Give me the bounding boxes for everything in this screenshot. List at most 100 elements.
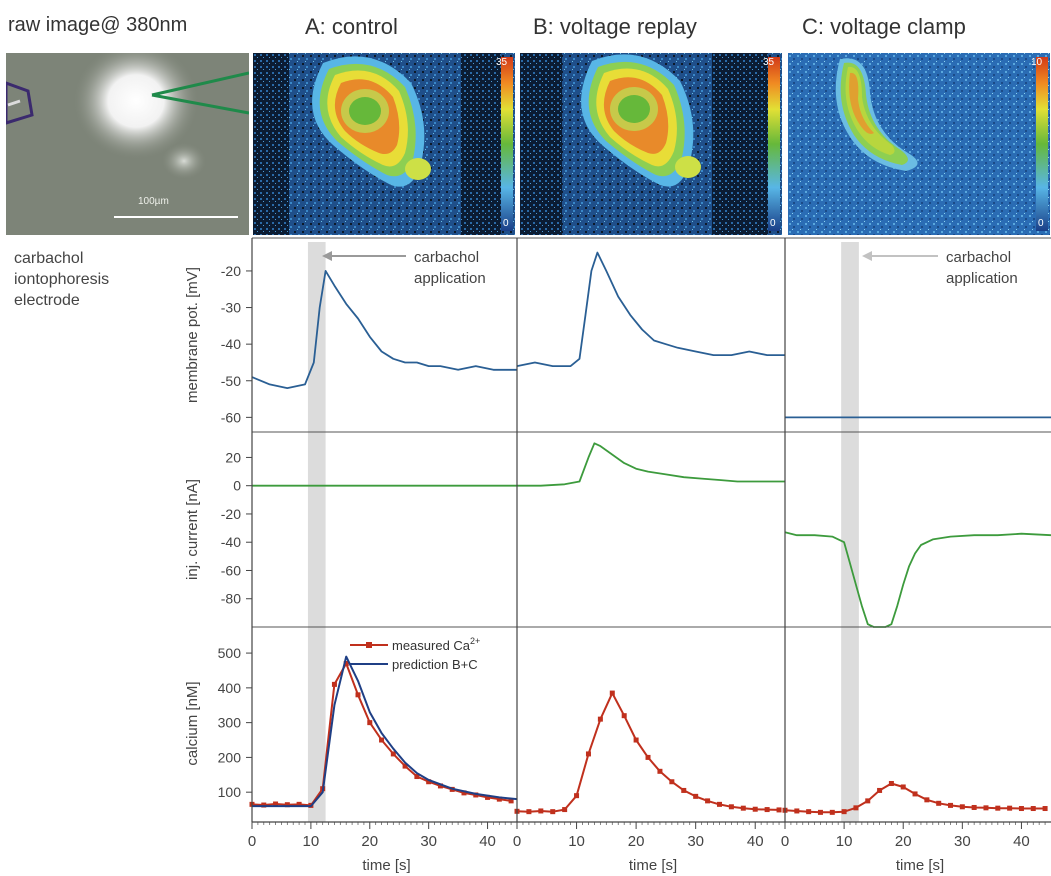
ca-point-b-1 <box>526 809 532 815</box>
y-tick-label-cur: -60 <box>221 562 241 578</box>
ca-point-a-9 <box>355 692 361 698</box>
ca-point-a-18 <box>461 790 467 796</box>
ca-point-a-4 <box>296 801 302 807</box>
ca-point-a-3 <box>284 802 290 808</box>
x-tick-label: 10 <box>303 833 320 850</box>
ca-point-a-15 <box>426 779 432 785</box>
electrode-label-2: iontophoresis <box>14 271 110 288</box>
ca-point-a-19 <box>473 792 479 798</box>
colorbar-a-max: 35 <box>496 57 508 68</box>
ca-point-b-2 <box>538 808 544 814</box>
ca-point-c-20 <box>1018 806 1024 812</box>
ratio-image-b <box>520 53 782 235</box>
ca-point-c-17 <box>983 805 989 811</box>
ca-point-b-10 <box>633 737 639 743</box>
ca-point-b-6 <box>585 751 591 757</box>
colorbar-c-min: 0 <box>1038 218 1044 229</box>
ca-point-c-4 <box>829 809 835 815</box>
electrode-label-1: carbachol <box>14 250 84 267</box>
y-tick-label-cur: 0 <box>233 478 241 494</box>
ca-point-c-16 <box>971 804 977 810</box>
ca-point-b-4 <box>562 807 568 813</box>
y-tick-label-vm: -30 <box>221 300 241 316</box>
stimulus-shade-a <box>307 242 326 822</box>
legend: measured Ca2+ prediction B+C <box>350 636 480 672</box>
x-axis-label-a: time [s] <box>362 857 410 874</box>
x-tick-label: 30 <box>687 833 704 850</box>
panel-c-title: C: voltage clamp <box>802 14 966 39</box>
ca-point-a-13 <box>402 763 408 769</box>
x-tick-label: 20 <box>895 833 912 850</box>
y-tick-label-cur: -20 <box>221 506 241 522</box>
ca-point-c-6 <box>853 805 859 811</box>
y-axis-label-cur: inj. current [nA] <box>184 479 201 580</box>
ca-point-c-2 <box>806 809 812 815</box>
ca-point-a-21 <box>496 796 502 802</box>
annotation-a-line2: application <box>414 270 486 287</box>
ca-trace-a-1 <box>252 655 518 808</box>
ca-point-a-11 <box>379 737 385 743</box>
colorbar-c-max: 10 <box>1031 57 1043 68</box>
legend-prediction-label: prediction B+C <box>392 657 478 672</box>
colorbar-a-min: 0 <box>503 218 509 229</box>
ca-point-c-1 <box>794 808 800 814</box>
x-tick-label: 20 <box>628 833 645 850</box>
annotation-c-line2: application <box>946 270 1018 287</box>
x-tick-label: 30 <box>954 833 971 850</box>
ca-point-b-3 <box>550 809 556 815</box>
x-tick-label: 40 <box>1013 833 1030 850</box>
ca-point-b-14 <box>681 787 687 793</box>
ca-point-c-15 <box>959 804 965 810</box>
ca-point-b-17 <box>716 801 722 807</box>
ca-point-b-12 <box>657 768 663 774</box>
annotation-arrow-a <box>322 251 406 261</box>
ca-point-c-12 <box>924 797 930 803</box>
scale-bar-label: 100µm <box>138 196 169 207</box>
x-axis-label-b: time [s] <box>629 857 677 874</box>
ratio-image-c <box>788 53 1050 235</box>
ca-point-c-21 <box>1030 806 1036 812</box>
ca-point-b-15 <box>693 793 699 799</box>
vm-trace-b <box>516 251 785 368</box>
x-tick-label: 30 <box>420 833 437 850</box>
ca-point-b-13 <box>669 779 675 785</box>
ca-point-c-7 <box>865 798 871 804</box>
ratio-image-a <box>253 53 515 235</box>
ca-point-b-19 <box>740 805 746 811</box>
ca-point-a-20 <box>485 794 491 800</box>
panel-a-title: A: control <box>305 14 398 39</box>
ca-point-c-22 <box>1042 806 1048 812</box>
y-tick-label-ca: 300 <box>218 715 242 731</box>
raw-image <box>6 53 249 235</box>
y-tick-label-ca: 400 <box>218 680 242 696</box>
ca-point-b-20 <box>752 806 758 812</box>
ca-point-b-21 <box>764 807 770 813</box>
ca-point-b-9 <box>621 713 627 719</box>
ca-point-c-18 <box>995 805 1001 811</box>
ca-point-a-14 <box>414 774 420 780</box>
ca-point-c-5 <box>841 809 847 815</box>
ca-point-c-8 <box>877 787 883 793</box>
x-tick-label: 10 <box>836 833 853 850</box>
annotation-a-line1: carbachol <box>414 249 479 266</box>
ca-point-b-8 <box>609 690 615 696</box>
x-tick-label: 0 <box>781 833 789 850</box>
x-tick-label: 40 <box>479 833 496 850</box>
stimulus-shade-c <box>841 242 859 822</box>
y-tick-label-vm: -40 <box>221 336 241 352</box>
colorbar-b-max: 35 <box>763 57 775 68</box>
raw-image-title: raw image@ 380nm <box>8 14 188 36</box>
y-axis-label-ca: calcium [nM] <box>184 681 201 765</box>
annotation-arrow-c <box>862 251 938 261</box>
ca-point-b-11 <box>645 754 651 760</box>
ca-point-b-22 <box>776 807 782 813</box>
y-tick-label-ca: 100 <box>218 784 242 800</box>
y-tick-label-ca: 500 <box>218 645 242 661</box>
ca-point-a-2 <box>273 801 279 807</box>
y-tick-label-vm: -20 <box>221 263 241 279</box>
ca-point-a-16 <box>437 783 443 789</box>
y-tick-label-ca: 200 <box>218 749 242 765</box>
vm-trace-a <box>251 269 517 390</box>
ca-point-a-12 <box>390 751 396 757</box>
